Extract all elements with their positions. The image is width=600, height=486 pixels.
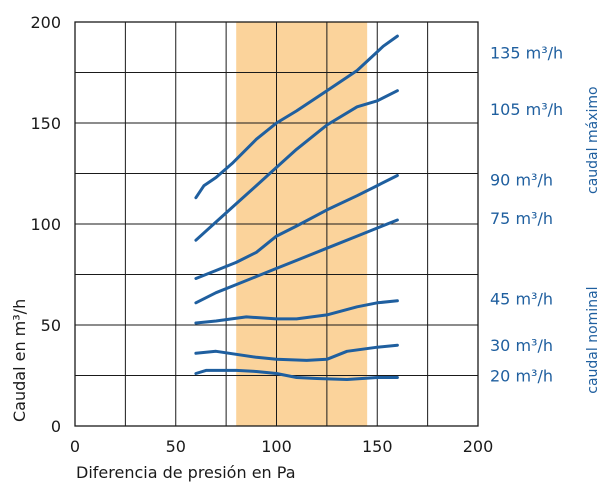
x-tick-labels: 0 50 100 150 200 (70, 437, 493, 456)
series-line-2 (194, 174, 399, 280)
series-line-5 (194, 343, 399, 362)
x-tick-label: 0 (70, 437, 80, 456)
series-label: 135 m³/h (490, 43, 563, 62)
y-tick-label: 0 (51, 417, 61, 436)
x-tick-label: 150 (362, 437, 393, 456)
series-label: 105 m³/h (490, 100, 563, 119)
y-tick-label: 150 (30, 114, 61, 133)
series-line-1 (194, 89, 399, 242)
series-line-0 (194, 34, 399, 200)
y-tick-labels: 0 50 100 150 200 (30, 13, 61, 436)
y-tick-label: 100 (30, 215, 61, 234)
side-labels: caudal máximo caudal nominal (585, 86, 600, 393)
x-tick-label: 50 (166, 437, 186, 456)
y-tick-label: 200 (30, 13, 61, 32)
x-tick-label: 100 (261, 437, 292, 456)
series-label: 90 m³/h (490, 171, 553, 190)
side-label: caudal nominal (585, 286, 600, 393)
y-axis-title: Caudal en m³/h (10, 299, 29, 422)
series-line-4 (194, 299, 399, 325)
series-labels: 135 m³/h 105 m³/h 90 m³/h 75 m³/h 45 m³/h 30 … (490, 43, 563, 385)
series-line-3 (194, 218, 399, 305)
side-label: caudal máximo (585, 86, 600, 194)
series-label: 45 m³/h (490, 290, 553, 309)
series-label: 75 m³/h (490, 209, 553, 228)
plot-frame (74, 21, 479, 427)
y-tick-label: 50 (41, 316, 61, 335)
series-line-6 (194, 368, 399, 381)
series-label: 30 m³/h (490, 336, 553, 355)
grid (75, 22, 478, 426)
series-label: 20 m³/h (490, 367, 553, 386)
x-tick-label: 200 (463, 437, 494, 456)
x-axis-title: Diferencia de presión en Pa (76, 463, 296, 482)
series-lines (194, 34, 399, 381)
